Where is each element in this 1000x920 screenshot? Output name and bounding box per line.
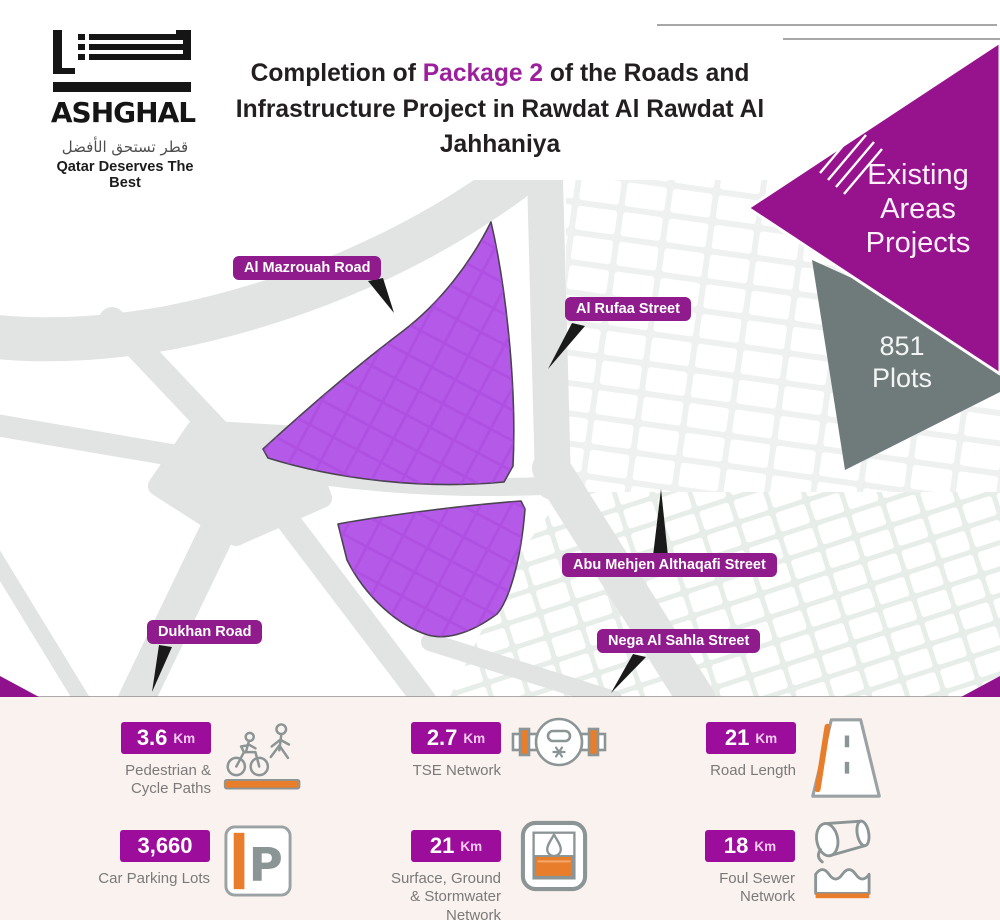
stat-unit: Km bbox=[463, 730, 486, 746]
logo-arabic-text: قطر تستحق الأفضل bbox=[61, 138, 189, 156]
pointer-dukhan bbox=[152, 645, 172, 692]
stat-value-badge: 21 Km bbox=[411, 830, 501, 862]
stat-value: 21 bbox=[429, 833, 455, 858]
title-prefix: Completion of bbox=[250, 60, 423, 87]
label-pointers bbox=[152, 278, 668, 693]
page-title: Completion of Package 2 of the Roads and… bbox=[212, 56, 788, 163]
stat-value-badge: 21 Km bbox=[706, 722, 796, 754]
stat-value: 3.6 bbox=[136, 725, 168, 750]
stat-label: Car Parking Lots bbox=[98, 870, 210, 887]
map-label-dukhan-road: Dukhan Road bbox=[147, 620, 263, 644]
pedestrian-cycle-icon bbox=[221, 716, 309, 801]
stat-value-badge: 3.6 Km bbox=[121, 722, 211, 754]
foul-sewer-icon bbox=[808, 814, 892, 911]
water-meter-icon bbox=[511, 710, 607, 779]
project-map bbox=[0, 180, 1000, 697]
stat-label: Pedestrian & Cycle Paths bbox=[125, 762, 211, 798]
title-highlight: Package 2 bbox=[422, 60, 544, 87]
stat-value-badge: 2.7 Km bbox=[411, 722, 501, 754]
ribbon-graphic bbox=[657, 24, 1000, 470]
stat-value: 2.7 bbox=[426, 725, 458, 750]
existing-areas-label: Existing Areas Projects bbox=[865, 159, 971, 260]
svg-text:P: P bbox=[249, 838, 283, 892]
pointer-al-mazrouah bbox=[368, 278, 394, 313]
stat-unit: Km bbox=[460, 838, 483, 854]
stat-label: Road Length bbox=[710, 762, 796, 779]
existing-areas-purple-triangle bbox=[746, 40, 1000, 376]
stat-label: Surface, Ground & Stormwater Network bbox=[390, 870, 501, 920]
road-icon bbox=[801, 714, 891, 807]
stat-value: 18 bbox=[723, 833, 749, 858]
ashghal-wordmark: ASHGHAL bbox=[51, 96, 196, 129]
stat-label: Foul Sewer Network bbox=[719, 870, 795, 906]
package2-highlight-areas bbox=[262, 221, 526, 638]
plots-label: Plots bbox=[871, 363, 933, 394]
highlight-area-north-streets bbox=[263, 222, 514, 485]
logo-tagline: Qatar Deserves The Best bbox=[56, 159, 194, 191]
parking-icon: P bbox=[223, 824, 293, 903]
ribbon-hatch-lines bbox=[811, 120, 883, 195]
map-label-al-rufaa-street: Al Rufaa Street bbox=[565, 297, 691, 321]
plots-value: 851 bbox=[879, 331, 925, 361]
stat-value-badge: 3,660 bbox=[120, 830, 210, 862]
pointer-nega bbox=[611, 654, 646, 693]
pointer-al-rufaa bbox=[548, 323, 585, 369]
stat-label: TSE Network bbox=[412, 762, 501, 779]
stat-value: 3,660 bbox=[137, 833, 193, 858]
stormwater-icon bbox=[520, 820, 588, 897]
map-label-nega-al-sahla-street: Nega Al Sahla Street bbox=[597, 629, 761, 653]
pointer-abu-mehjen bbox=[653, 489, 668, 556]
title-suffix: of the Roads and Infrastructure Project … bbox=[235, 60, 765, 159]
stat-value: 21 bbox=[724, 725, 750, 750]
map-label-abu-mehjen-althaqafi-street: Abu Mehjen Althaqafi Street bbox=[562, 553, 777, 577]
ashghal-logo-mark: ASHGHAL bbox=[51, 30, 197, 129]
highlight-area-south-streets bbox=[338, 501, 525, 637]
stat-unit: Km bbox=[754, 838, 777, 854]
map-label-al-mazrouah-road: Al Mazrouah Road bbox=[233, 256, 382, 280]
ashghal-logo: ASHGHAL قطر تستحق الأفضل Qatar Deserves … bbox=[45, 30, 205, 191]
stat-unit: Km bbox=[173, 730, 196, 746]
plots-counter: 851 Plots bbox=[842, 330, 962, 395]
plots-gray-triangle bbox=[812, 260, 1000, 470]
stat-value-badge: 18 Km bbox=[705, 830, 795, 862]
stat-unit: Km bbox=[755, 730, 778, 746]
